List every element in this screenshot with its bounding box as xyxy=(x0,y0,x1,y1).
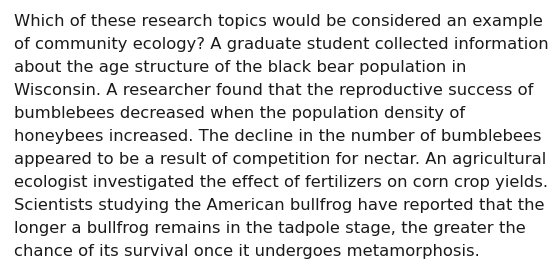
Text: Wisconsin. A researcher found that the reproductive success of: Wisconsin. A researcher found that the r… xyxy=(14,83,533,98)
Text: bumblebees decreased when the population density of: bumblebees decreased when the population… xyxy=(14,106,465,121)
Text: Which of these research topics would be considered an example: Which of these research topics would be … xyxy=(14,14,543,29)
Text: ecologist investigated the effect of fertilizers on corn crop yields.: ecologist investigated the effect of fer… xyxy=(14,175,548,190)
Text: appeared to be a result of competition for nectar. An agricultural: appeared to be a result of competition f… xyxy=(14,152,546,167)
Text: about the age structure of the black bear population in: about the age structure of the black bea… xyxy=(14,60,466,75)
Text: longer a bullfrog remains in the tadpole stage, the greater the: longer a bullfrog remains in the tadpole… xyxy=(14,221,526,236)
Text: honeybees increased. The decline in the number of bumblebees: honeybees increased. The decline in the … xyxy=(14,129,541,144)
Text: chance of its survival once it undergoes metamorphosis.: chance of its survival once it undergoes… xyxy=(14,244,480,259)
Text: of community ecology? A graduate student collected information: of community ecology? A graduate student… xyxy=(14,37,549,52)
Text: Scientists studying the American bullfrog have reported that the: Scientists studying the American bullfro… xyxy=(14,198,545,213)
